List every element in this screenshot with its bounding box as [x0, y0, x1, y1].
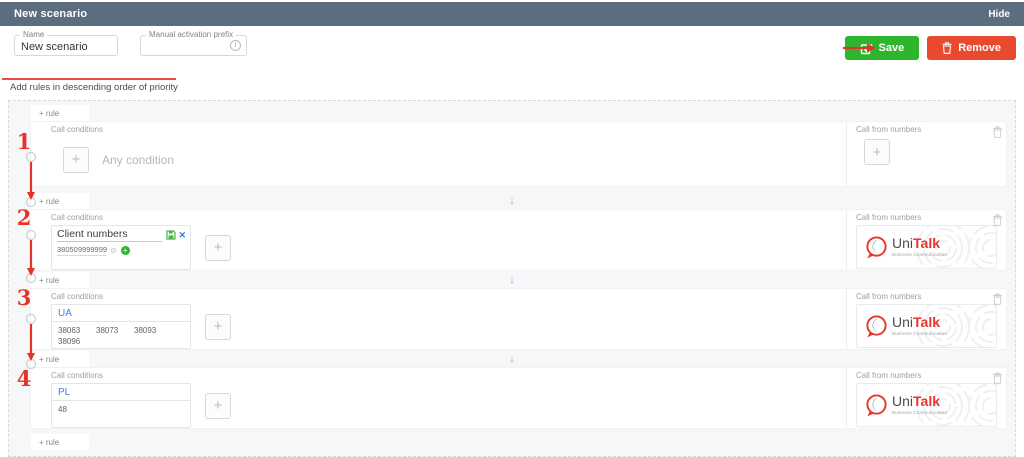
scenario-form: Name Manual activation prefix i Save — [0, 26, 1024, 82]
save-check-icon — [860, 42, 873, 55]
add-number-source-button[interactable]: + — [864, 139, 890, 165]
call-from-numbers-label: Call from numbers — [856, 213, 922, 222]
condition-box[interactable]: UA 38063 38073 38093 38096 — [51, 304, 191, 349]
add-condition-button[interactable]: + — [205, 313, 231, 340]
rule-card-2: Call conditions Client numbers ✕ — [31, 210, 1006, 270]
unitalk-bubble-icon — [864, 235, 889, 260]
prefix-label: Manual activation prefix — [146, 30, 237, 39]
remove-button[interactable]: Remove — [927, 36, 1016, 60]
delete-rule-icon[interactable] — [992, 372, 1003, 384]
prefix-number: 38073 — [96, 326, 119, 335]
prefix-input[interactable] — [141, 36, 246, 55]
add-rule-tab[interactable]: + rule — [31, 105, 89, 121]
unitalk-number-source[interactable]: UniTalk Business Communication — [856, 304, 997, 348]
save-button[interactable]: Save — [844, 36, 920, 60]
prefix-number: 38093 — [134, 326, 157, 335]
trash-icon — [942, 42, 952, 54]
call-conditions-label: Call conditions — [51, 213, 104, 222]
add-condition-button[interactable]: + — [205, 392, 231, 419]
flow-down-arrow: ↓ — [509, 274, 515, 286]
rule-card-4: Call conditions PL 48 + Call from number… — [31, 368, 1006, 428]
scenario-header: New scenario Hide — [0, 2, 1024, 26]
unitalk-number-source[interactable]: UniTalk Business Communication — [856, 225, 997, 269]
logo-talk-text: Talk — [913, 393, 940, 410]
logo-tagline: Business Communication — [892, 410, 948, 416]
condition-title-link[interactable]: UA — [52, 305, 190, 322]
call-conditions-label: Call conditions — [51, 371, 104, 380]
phone-number-chip: 380509999999 — [57, 245, 108, 256]
delete-rule-icon[interactable] — [992, 293, 1003, 305]
name-label: Name — [20, 30, 48, 39]
prefix-number: 38063 — [58, 326, 81, 335]
priority-hint: Add rules in descending order of priorit… — [10, 82, 178, 93]
hide-button[interactable]: Hide — [988, 8, 1010, 20]
call-from-numbers-label: Call from numbers — [856, 292, 922, 301]
condition-box[interactable]: Client numbers ✕ 380509999999 ⊘ — [51, 225, 191, 270]
unitalk-bubble-icon — [864, 393, 889, 418]
add-rule-tab[interactable]: + rule — [31, 193, 89, 209]
close-condition-icon[interactable]: ✕ — [178, 229, 186, 240]
rule-card-3: Call conditions UA 38063 38073 38093 380… — [31, 289, 1006, 349]
call-conditions-label: Call conditions — [51, 292, 104, 301]
clear-number-icon[interactable]: ⊘ — [110, 246, 117, 255]
add-condition-button[interactable]: + — [205, 234, 231, 261]
call-from-numbers-label: Call from numbers — [856, 371, 922, 380]
add-rule-tab[interactable]: + rule — [31, 434, 89, 450]
page-title: New scenario — [14, 8, 88, 20]
name-field[interactable]: Name — [14, 30, 118, 56]
prefix-number: 48 — [58, 405, 67, 414]
logo-talk-text: Talk — [913, 314, 940, 331]
add-rule-tab[interactable]: + rule — [31, 272, 89, 288]
logo-uni-text: Uni — [892, 235, 914, 252]
prefix-number: 38096 — [58, 337, 81, 346]
name-input[interactable] — [15, 36, 117, 55]
prefix-field[interactable]: Manual activation prefix i — [140, 30, 247, 56]
info-icon[interactable]: i — [230, 40, 241, 51]
flow-down-arrow: ↓ — [509, 195, 515, 207]
unitalk-bubble-icon — [864, 314, 889, 339]
logo-tagline: Business Communication — [892, 252, 948, 258]
logo-tagline: Business Communication — [892, 331, 948, 337]
add-rule-tab[interactable]: + rule — [31, 351, 89, 367]
any-condition-text: Any condition — [102, 152, 175, 167]
condition-title-link[interactable]: PL — [52, 384, 190, 401]
delete-rule-icon[interactable] — [992, 126, 1003, 138]
add-condition-button[interactable]: + — [63, 146, 89, 173]
unitalk-number-source[interactable]: UniTalk Business Communication — [856, 383, 997, 427]
logo-uni-text: Uni — [892, 393, 914, 410]
save-condition-icon[interactable] — [166, 230, 177, 240]
condition-box[interactable]: PL 48 — [51, 383, 191, 428]
add-number-icon[interactable]: + — [120, 246, 130, 255]
rules-container: + rule Call conditions + Any condition C… — [8, 100, 1016, 457]
delete-rule-icon[interactable] — [992, 214, 1003, 226]
condition-title-input[interactable]: Client numbers — [57, 228, 163, 242]
call-from-numbers-label: Call from numbers — [856, 125, 922, 134]
flow-down-arrow: ↓ — [509, 353, 515, 365]
logo-uni-text: Uni — [892, 314, 914, 331]
logo-talk-text: Talk — [913, 235, 940, 252]
call-conditions-label: Call conditions — [51, 125, 104, 134]
rule-card-1: Call conditions + Any condition Call fro… — [31, 122, 1006, 186]
